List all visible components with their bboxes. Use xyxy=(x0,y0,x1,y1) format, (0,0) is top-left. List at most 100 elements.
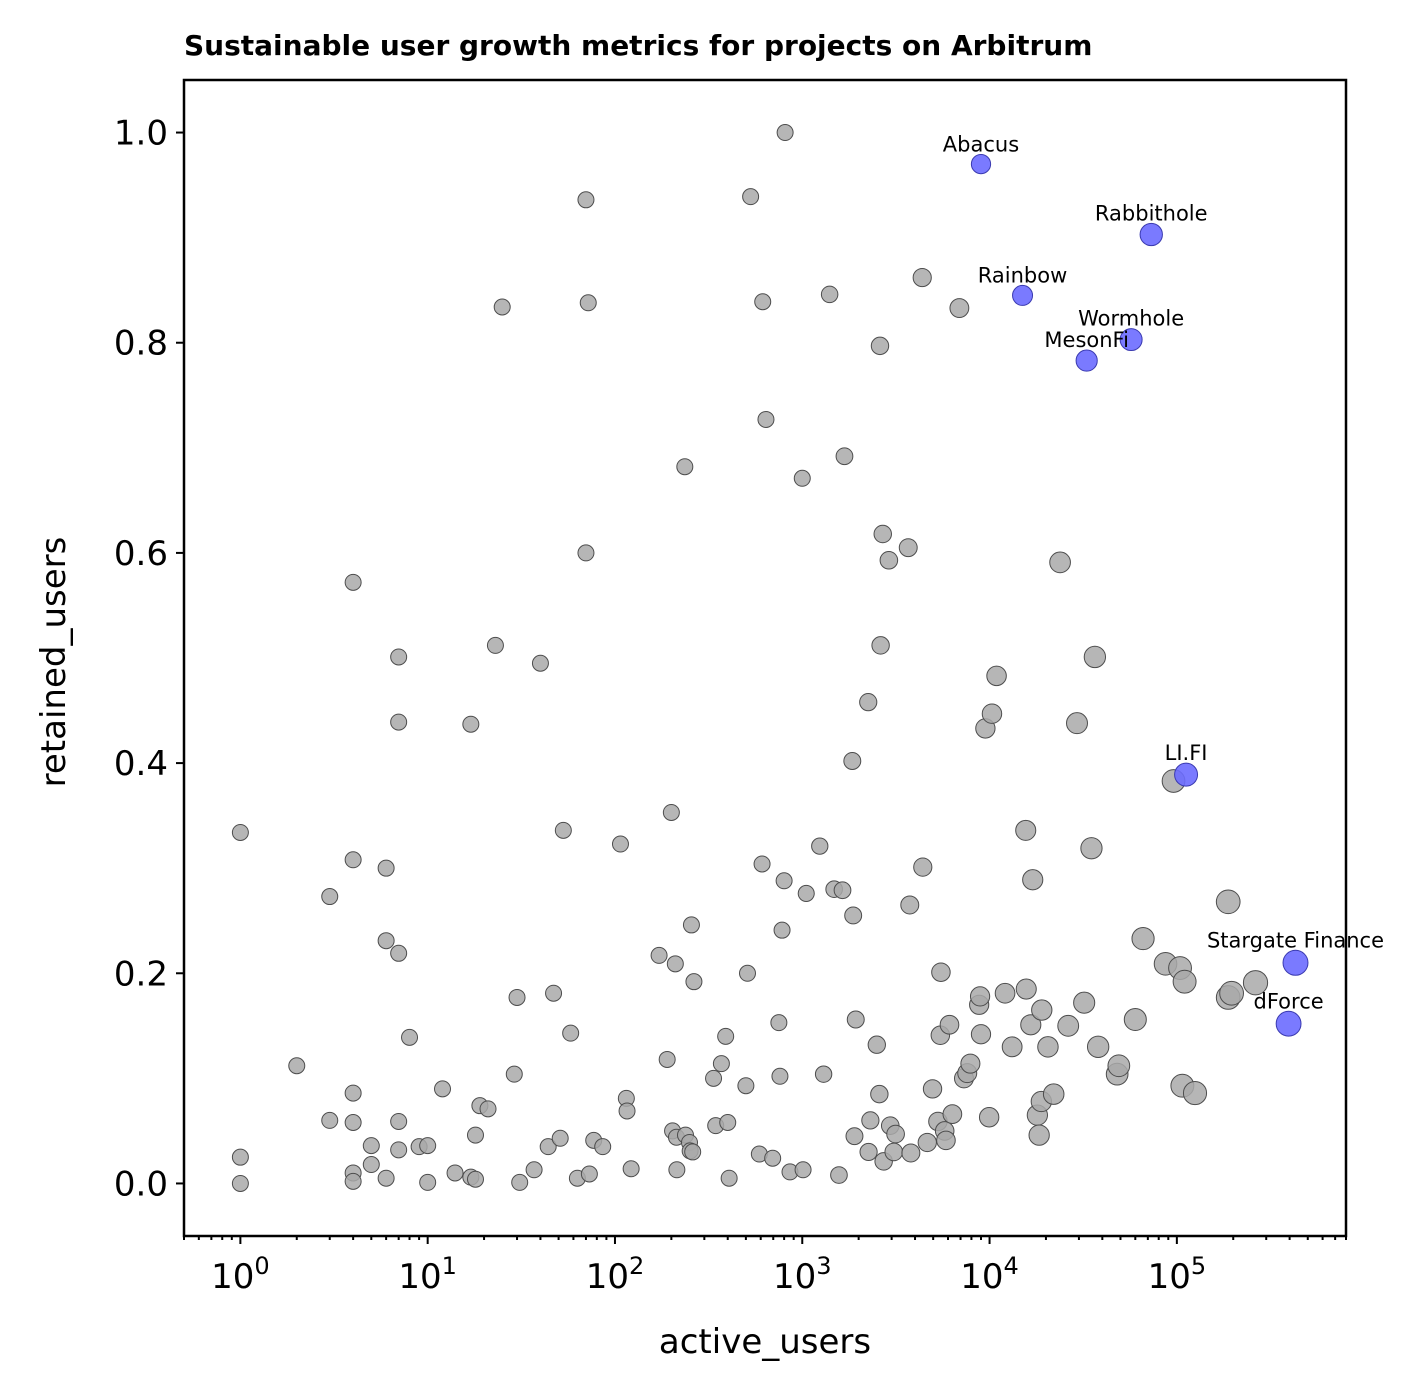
data-point xyxy=(685,973,703,991)
data-point xyxy=(554,821,572,839)
highlight-point xyxy=(1275,1010,1302,1037)
data-point xyxy=(462,715,480,733)
data-point xyxy=(390,1141,408,1159)
data-point xyxy=(531,654,549,672)
data-point xyxy=(1086,1035,1110,1059)
data-point xyxy=(917,1132,937,1153)
data-point xyxy=(886,1124,905,1144)
data-point xyxy=(859,1142,878,1162)
data-point xyxy=(434,1080,452,1098)
data-point xyxy=(390,944,408,962)
data-point xyxy=(377,932,395,950)
data-point xyxy=(771,1067,789,1085)
data-point xyxy=(717,1027,735,1045)
point-annotation: Rainbow xyxy=(978,263,1068,287)
data-point xyxy=(1172,969,1197,994)
data-point xyxy=(505,1065,523,1083)
data-point xyxy=(1037,1036,1059,1058)
data-point xyxy=(742,188,760,206)
data-point xyxy=(775,872,793,890)
data-point xyxy=(884,1142,904,1162)
data-point xyxy=(770,1014,788,1032)
x-tick-label: 103 xyxy=(773,1252,832,1297)
data-point xyxy=(931,962,951,982)
x-tick-label: 104 xyxy=(960,1252,1019,1297)
data-point xyxy=(1219,980,1244,1006)
data-point xyxy=(580,1165,598,1183)
data-point xyxy=(1242,970,1269,996)
data-point xyxy=(1031,999,1053,1021)
data-point xyxy=(737,1077,755,1095)
data-point xyxy=(712,1055,730,1073)
data-point xyxy=(377,859,395,877)
data-point xyxy=(344,851,362,869)
point-annotation: LI.FI xyxy=(1165,741,1208,765)
data-point xyxy=(843,752,862,770)
data-point xyxy=(1001,1036,1023,1058)
data-point xyxy=(720,1169,738,1187)
data-point xyxy=(871,636,890,655)
data-point xyxy=(978,1107,1000,1128)
data-point xyxy=(650,946,668,964)
data-point xyxy=(794,1161,812,1179)
highlight-point xyxy=(1139,222,1163,247)
x-tick-label: 105 xyxy=(1148,1252,1207,1297)
y-tick-label: 0.0 xyxy=(114,1164,168,1204)
x-tick-label: 102 xyxy=(586,1252,645,1297)
x-tick-label: 101 xyxy=(398,1252,457,1297)
data-point xyxy=(1080,837,1103,860)
data-point xyxy=(939,1014,960,1035)
data-point xyxy=(922,1079,943,1099)
plot-frame xyxy=(182,78,1348,1238)
data-point xyxy=(486,636,504,654)
y-tick-label: 0.2 xyxy=(114,954,168,994)
data-point xyxy=(1057,1014,1080,1037)
data-point xyxy=(579,294,597,312)
data-point xyxy=(562,1024,580,1042)
data-point xyxy=(1073,991,1096,1014)
data-point xyxy=(1049,551,1071,574)
highlight-point xyxy=(970,153,992,175)
data-point xyxy=(321,1111,339,1129)
data-point xyxy=(684,1143,702,1161)
y-tick-label: 0.6 xyxy=(114,534,168,574)
point-annotation: Stargate Finance xyxy=(1207,928,1384,952)
data-point xyxy=(446,1164,464,1182)
data-point xyxy=(618,1102,636,1120)
data-point xyxy=(1066,712,1088,735)
data-point xyxy=(960,1053,981,1074)
data-point xyxy=(551,1129,569,1147)
data-point xyxy=(994,982,1016,1004)
data-point xyxy=(231,1174,249,1192)
point-annotation: Abacus xyxy=(943,132,1019,156)
data-point xyxy=(577,191,595,209)
data-point xyxy=(1131,926,1155,951)
data-point xyxy=(1022,869,1044,891)
data-point xyxy=(344,1114,362,1132)
data-point xyxy=(814,1065,833,1083)
data-point xyxy=(658,1050,676,1068)
data-point xyxy=(666,955,684,973)
highlight-point xyxy=(1119,328,1143,352)
points-layer xyxy=(231,124,1269,1192)
data-point xyxy=(844,906,863,925)
data-point xyxy=(662,803,680,821)
x-tick-label: 100 xyxy=(211,1252,270,1297)
data-point xyxy=(390,648,408,666)
data-point xyxy=(793,469,811,487)
data-point xyxy=(949,298,970,318)
ticks-layer: 100 101 102 103 104 105 0.0 0.2 0.4 0.6 0.8 1.0 xyxy=(114,114,1347,1297)
highlight-point xyxy=(1282,949,1309,976)
data-point xyxy=(776,124,794,142)
highlight-point xyxy=(1174,762,1199,787)
highlight-point xyxy=(1075,349,1098,372)
data-point xyxy=(622,1160,640,1178)
data-point xyxy=(1042,1083,1065,1105)
data-point xyxy=(1015,819,1037,841)
data-point xyxy=(682,916,700,934)
y-tick-label: 0.4 xyxy=(114,744,168,784)
y-axis-label: retained_users xyxy=(34,537,74,788)
data-point xyxy=(859,693,878,712)
